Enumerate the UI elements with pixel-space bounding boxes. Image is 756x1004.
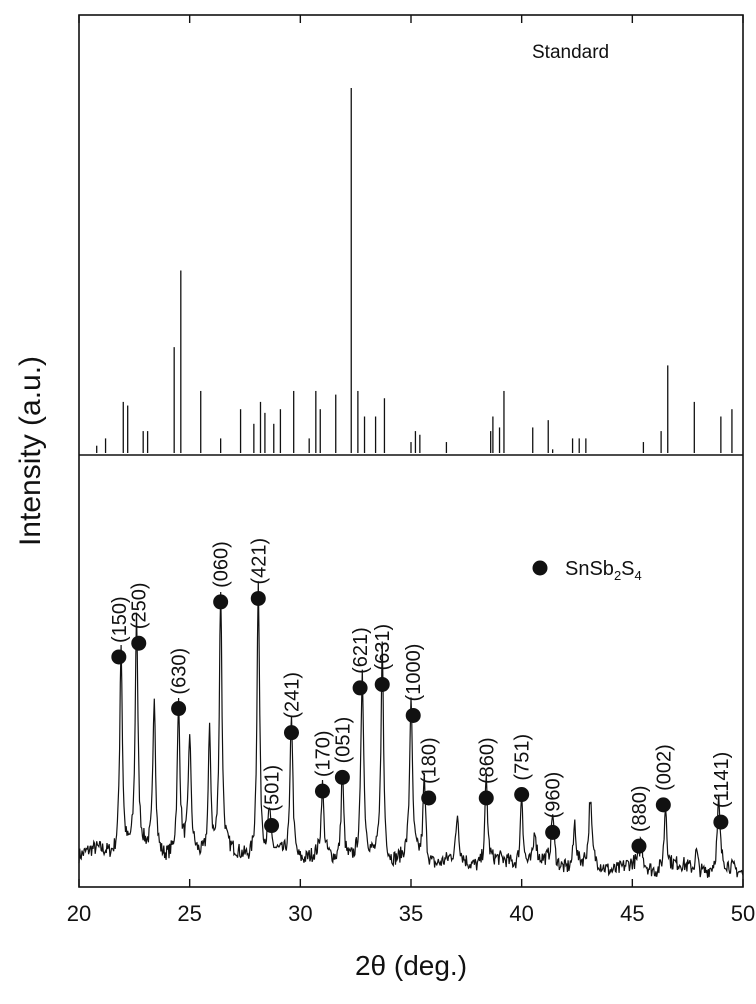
hkl-label: (880) — [629, 785, 651, 832]
hkl-label: (1141) — [711, 752, 733, 808]
phase-marker-dot — [131, 635, 147, 651]
hkl-label: (180) — [419, 737, 441, 784]
phase-marker-dot — [514, 787, 530, 803]
x-tick-label: 20 — [67, 901, 91, 926]
phase-marker-dot — [314, 783, 330, 799]
x-tick-label: 30 — [288, 901, 312, 926]
standard-label: Standard — [532, 42, 609, 63]
phase-marker-dot — [171, 701, 187, 717]
legend-marker — [532, 560, 548, 576]
hkl-label: (630) — [169, 648, 191, 695]
x-tick-label: 25 — [177, 901, 201, 926]
hkl-label: (170) — [312, 730, 334, 777]
phase-marker-dot — [421, 790, 437, 806]
legend-label: SnSb2S4 — [565, 558, 642, 583]
phase-marker-dot — [478, 790, 494, 806]
phase-marker-dot — [352, 680, 368, 696]
hkl-label: (621) — [350, 627, 372, 674]
hkl-label: (060) — [211, 541, 233, 588]
hkl-label: (751) — [512, 734, 534, 781]
hkl-label: (1000) — [403, 644, 425, 702]
phase-marker-dot — [374, 676, 390, 692]
hkl-label: (501) — [262, 765, 284, 812]
phase-marker-dot — [283, 725, 299, 741]
label-layer: 20 25 30 35 40 45 50 2θ (deg.) Intensity (a.u.) S… — [14, 42, 755, 981]
axes-layer — [78, 14, 744, 888]
sample-pattern-line — [78, 581, 744, 878]
phase-marker-dot — [111, 649, 127, 665]
hkl-label: (241) — [281, 672, 303, 719]
phase-marker-dot — [545, 824, 561, 840]
x-tick-label: 35 — [399, 901, 423, 926]
phase-marker-dot — [655, 797, 671, 813]
sample-panel — [78, 581, 744, 878]
hkl-label: (250) — [129, 582, 151, 629]
phase-marker-dot — [405, 707, 421, 723]
hkl-label: (631) — [372, 624, 394, 671]
hkl-label: (421) — [248, 538, 270, 585]
phase-marker-dot — [264, 818, 280, 834]
annotation-layer: (150)(250) (630) (060) (421) (501) (241) (170)… — [109, 538, 733, 854]
x-tick-label: 45 — [620, 901, 644, 926]
phase-marker-dot — [213, 594, 229, 610]
x-tick-label: 40 — [509, 901, 533, 926]
hkl-label: (860) — [476, 737, 498, 784]
hkl-label: (960) — [543, 772, 565, 819]
x-tick-label: 50 — [731, 901, 755, 926]
x-axis-label: 2θ (deg.) — [355, 950, 467, 981]
hkl-label: (051) — [332, 717, 354, 764]
phase-marker-dot — [713, 814, 729, 830]
standard-panel — [96, 88, 733, 453]
hkl-label: (002) — [653, 744, 675, 791]
phase-marker-dot — [631, 838, 647, 854]
phase-marker-dot — [250, 590, 266, 606]
hkl-label: (150) — [109, 596, 131, 643]
y-axis-label: Intensity (a.u.) — [14, 356, 47, 546]
phase-marker-dot — [334, 769, 350, 785]
